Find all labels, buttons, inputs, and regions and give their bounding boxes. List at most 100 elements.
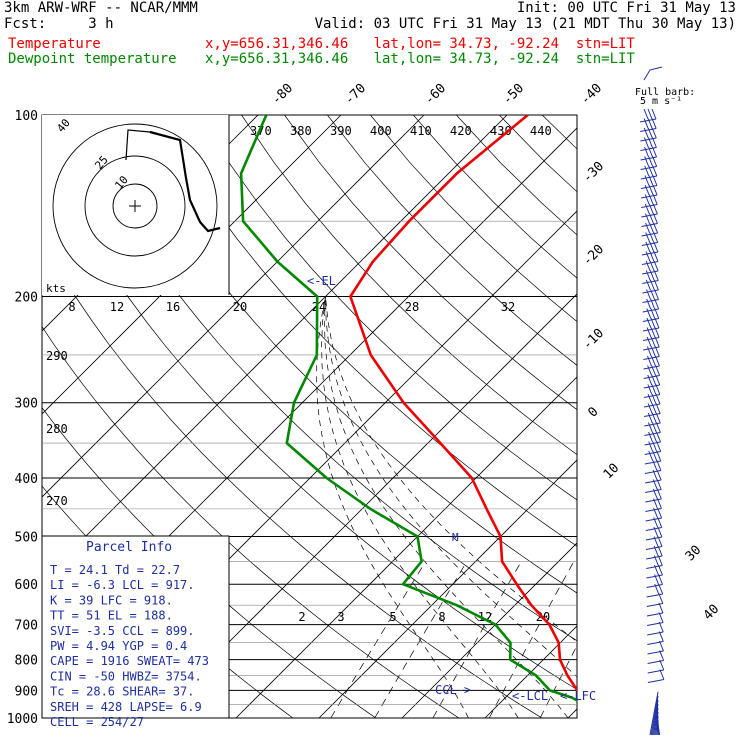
wind-barb-flag [658, 631, 664, 642]
wind-barb-flag [649, 222, 655, 234]
theta-label: 400 [370, 124, 392, 138]
wind-barb [644, 422, 661, 427]
mixing-ratio-top-label: 12 [110, 300, 124, 314]
wind-barb-flag [653, 279, 659, 291]
wind-barb [642, 318, 659, 322]
moist-adiabat-line [325, 296, 577, 643]
wind-barb-flag [646, 298, 652, 310]
wind-barb-flag [649, 241, 655, 253]
wind-barb-flag [653, 270, 659, 281]
dry-adiabat-line [585, 115, 740, 718]
parcel-info-row: CELL = 254/27 [50, 715, 144, 729]
wind-barb-flag [654, 298, 660, 310]
wind-barb-flag [644, 165, 650, 177]
wind-barb-flag [651, 365, 657, 376]
wind-barb-flag [659, 650, 665, 661]
temperature-profile-line [349, 115, 577, 693]
wind-barb-flag [648, 165, 654, 177]
wind-barb-flag [650, 289, 656, 300]
wind-barb-flag [653, 232, 659, 243]
dry-adiabat-line [327, 115, 577, 366]
wind-barb [642, 280, 659, 284]
wind-barb-flag [654, 308, 660, 319]
wind-barb [644, 451, 661, 455]
wind-barb-flag [647, 355, 652, 367]
wind-barb-flag [649, 232, 655, 243]
wind-barb-flag [648, 203, 654, 215]
wind-barb-flag [657, 536, 663, 547]
wind-barb [646, 574, 663, 579]
isotherm-label: 0 [585, 404, 601, 420]
hodograph-rings [52, 123, 218, 289]
dry-adiabat-line [671, 115, 740, 718]
wind-barb-flag [651, 412, 657, 424]
wind-barb-flag [652, 165, 658, 177]
wind-barb [641, 251, 658, 256]
wind-barb-flag [648, 450, 654, 462]
isotherm-label: -60 [422, 81, 449, 108]
wind-barb-flag [649, 279, 655, 291]
wind-barb-flag [655, 403, 661, 414]
wind-barb-flag [651, 137, 657, 148]
wind-barb-flag [646, 346, 652, 357]
wind-barb-flag [653, 526, 659, 538]
parcel-info-row: K = 39 LFC = 918. [50, 593, 173, 607]
parcel-info-row: T = 24.1 Td = 22.7 [50, 563, 180, 577]
isotherm-line [651, 115, 740, 718]
wind-barb-flag [657, 507, 663, 519]
wind-barb-flag [652, 175, 658, 186]
wind-barb-flag [643, 127, 649, 139]
wind-barb-flag [651, 422, 657, 433]
wind-barb-flag [645, 232, 651, 243]
wind-barb-surface [650, 695, 659, 736]
wind-barb [644, 460, 661, 465]
wind-barb-flag [649, 251, 655, 262]
wind-barb-flag [653, 507, 659, 519]
wind-barb-flag [655, 374, 661, 386]
moist-adiabat-line [321, 296, 519, 718]
mixing-ratio-top-label: 32 [501, 300, 515, 314]
wind-barb-flag [654, 317, 660, 329]
wind-barb-flag [648, 194, 654, 205]
pressure-tick-label: 400 [15, 472, 38, 487]
parcel-info-row: LI = -6.3 LCL = 917. [50, 578, 195, 592]
wind-barb-flag [654, 574, 660, 585]
parcel-info-title: Parcel Info [86, 540, 172, 555]
wind-barb-flag [645, 251, 651, 262]
wind-barb-flag [648, 175, 654, 186]
wind-barb [641, 261, 659, 265]
wind-barb-flag [648, 184, 654, 196]
wind-barb [645, 498, 662, 503]
parcel-info-row: Tc = 28.6 SHEAR= 37. [50, 685, 195, 699]
wind-barb-flag [655, 393, 661, 405]
moist-adiabat-line [324, 296, 569, 718]
wind-barb-flag [652, 450, 658, 462]
wind-barb-flag [653, 498, 658, 509]
wind-barb [647, 660, 664, 664]
parcel-info-row: PW = 4.94 YGP = 0.4 [50, 639, 187, 653]
theta-label: 390 [330, 124, 352, 138]
wind-barb-flag [652, 203, 658, 215]
theta-left-label: 270 [46, 494, 68, 508]
wind-barb-flag [645, 213, 650, 224]
wind-barb-flag [646, 336, 652, 348]
wind-barb [646, 555, 663, 560]
wind-barb [645, 489, 662, 493]
wind-barb [643, 394, 660, 398]
isotherm-line [152, 293, 577, 718]
wind-barb-flag [652, 479, 658, 490]
wind-barb-flag [644, 203, 650, 215]
wind-barb-flag [648, 431, 654, 443]
isotherm-label: -50 [500, 81, 527, 108]
theta-label: 440 [530, 124, 552, 138]
wind-barb-surface [657, 723, 661, 736]
mixing-ratio-top-label: 16 [166, 300, 180, 314]
wind-barb [644, 413, 661, 417]
wind-barb-flag [651, 355, 656, 367]
level-annotation: <-LFC [560, 689, 596, 703]
wind-barb-flag [644, 175, 650, 186]
wind-barb [640, 185, 658, 189]
moist-adiabat-line [316, 296, 469, 718]
mixing-ratio-label: 8 [438, 610, 445, 624]
wind-barb-flag [657, 564, 663, 576]
